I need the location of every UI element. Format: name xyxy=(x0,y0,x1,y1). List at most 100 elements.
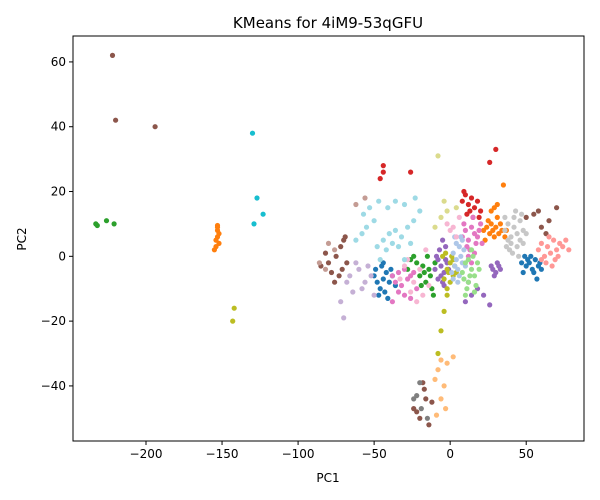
cluster-17-point-10 xyxy=(511,214,517,220)
cluster-11-point-6 xyxy=(450,354,456,360)
cluster-13-point-15 xyxy=(546,234,552,240)
cluster-5-point-24 xyxy=(531,211,537,217)
cluster-16-point-8 xyxy=(423,247,429,253)
cluster-4-point-7 xyxy=(443,257,449,263)
cluster-16-point-0 xyxy=(401,263,408,269)
cluster-9-point-0 xyxy=(249,130,256,136)
cluster-5-point-6 xyxy=(338,244,344,250)
cluster-0-point-24 xyxy=(525,257,531,263)
cluster-2-point-9 xyxy=(423,279,429,285)
cluster-12-point-15 xyxy=(462,292,468,298)
cluster-8-point-2 xyxy=(441,308,447,314)
cluster-0-point-12 xyxy=(385,295,391,301)
cluster-0-point-3 xyxy=(380,276,386,282)
cluster-6-point-7 xyxy=(411,269,417,276)
cluster-15-point-1 xyxy=(362,195,368,201)
cluster-19-point-0 xyxy=(353,237,359,243)
cluster-10-point-1 xyxy=(453,257,459,263)
cluster-8-point-16 xyxy=(440,253,446,259)
cluster-12-point-5 xyxy=(474,260,481,266)
cluster-13-point-8 xyxy=(560,244,566,250)
cluster-5-point-5 xyxy=(333,253,339,259)
cluster-1-point-4 xyxy=(213,237,219,243)
cluster-6-point-5 xyxy=(398,282,405,289)
x-tick-label-3: −50 xyxy=(361,447,386,461)
cluster-13-point-16 xyxy=(552,257,558,263)
cluster-6-point-19 xyxy=(478,221,484,227)
cluster-19-point-22 xyxy=(412,195,418,201)
cluster-8-point-17 xyxy=(231,305,237,311)
cluster-6-point-18 xyxy=(474,234,481,240)
cluster-2-point-1 xyxy=(94,222,100,229)
cluster-17-point-15 xyxy=(509,250,516,256)
cluster-12-point-9 xyxy=(473,282,479,289)
cluster-1-point-26 xyxy=(494,214,500,220)
cluster-17-point-1 xyxy=(505,221,511,227)
cluster-10-point-8 xyxy=(449,269,455,276)
cluster-1-point-9 xyxy=(481,227,487,233)
cluster-13-point-3 xyxy=(544,244,551,250)
cluster-13-point-6 xyxy=(554,247,560,253)
plot-frame xyxy=(72,35,585,442)
cluster-16-point-2 xyxy=(411,279,417,285)
cluster-17-point-0 xyxy=(502,227,508,233)
cluster-4-point-16 xyxy=(481,292,487,298)
cluster-5-point-12 xyxy=(322,250,329,256)
cluster-17-point-14 xyxy=(520,240,526,246)
cluster-17-point-8 xyxy=(514,244,520,250)
cluster-5-point-13 xyxy=(342,234,348,240)
cluster-12-point-10 xyxy=(461,276,467,282)
x-tick-label-4: 0 xyxy=(446,447,454,461)
cluster-5-point-29 xyxy=(543,231,549,237)
cluster-5-point-10 xyxy=(336,273,342,279)
cluster-6-point-10 xyxy=(408,295,414,301)
cluster-18-point-3 xyxy=(444,208,450,214)
cluster-5-point-20 xyxy=(411,406,417,412)
cluster-3-point-3 xyxy=(408,169,414,175)
cluster-12-point-13 xyxy=(471,289,478,295)
cluster-4-point-12 xyxy=(435,276,441,282)
cluster-4-point-1 xyxy=(438,263,444,269)
cluster-19-point-4 xyxy=(374,244,380,250)
cluster-11-point-0 xyxy=(438,357,444,363)
cluster-0-point-28 xyxy=(538,266,545,272)
cluster-12-point-7 xyxy=(467,273,473,279)
cluster-8-point-4 xyxy=(441,276,447,282)
cluster-16-point-4 xyxy=(420,292,426,298)
cluster-2-point-15 xyxy=(418,282,424,289)
cluster-10-point-5 xyxy=(458,253,464,259)
cluster-0-point-7 xyxy=(386,279,392,285)
cluster-18-point-4 xyxy=(432,224,438,230)
cluster-10-point-9 xyxy=(456,273,462,279)
cluster-4-point-4 xyxy=(432,266,438,272)
x-tick-label-1: −150 xyxy=(206,447,239,461)
cluster-11-point-3 xyxy=(441,383,447,389)
cluster-8-point-14 xyxy=(444,286,450,292)
cluster-14-point-9 xyxy=(365,263,371,269)
cluster-6-point-22 xyxy=(473,240,479,246)
cluster-3-point-17 xyxy=(467,208,473,214)
cluster-19-point-8 xyxy=(398,234,405,240)
cluster-2-point-8 xyxy=(417,273,423,279)
cluster-4-point-13 xyxy=(462,299,468,305)
cluster-19-point-21 xyxy=(401,201,408,208)
cluster-2-point-6 xyxy=(420,263,426,269)
cluster-0-point-13 xyxy=(388,266,394,272)
cluster-5-point-0 xyxy=(109,52,116,59)
cluster-6-point-1 xyxy=(395,269,402,276)
cluster-14-point-5 xyxy=(362,279,368,285)
cluster-17-point-20 xyxy=(503,244,509,250)
cluster-4-point-24 xyxy=(488,263,494,269)
cluster-18-point-5 xyxy=(453,205,459,211)
cluster-4-point-22 xyxy=(494,260,500,266)
cluster-5-point-22 xyxy=(421,386,427,392)
cluster-16-point-9 xyxy=(397,276,403,282)
cluster-4-point-21 xyxy=(491,273,497,279)
cluster-17-point-5 xyxy=(517,218,523,224)
cluster-6-point-23 xyxy=(470,214,476,220)
cluster-15-point-4 xyxy=(325,240,332,246)
cluster-6-point-4 xyxy=(392,279,398,285)
y-axis-ticks: −40 −20 0 20 40 60 xyxy=(41,55,73,393)
cluster-6-point-0 xyxy=(389,273,395,279)
